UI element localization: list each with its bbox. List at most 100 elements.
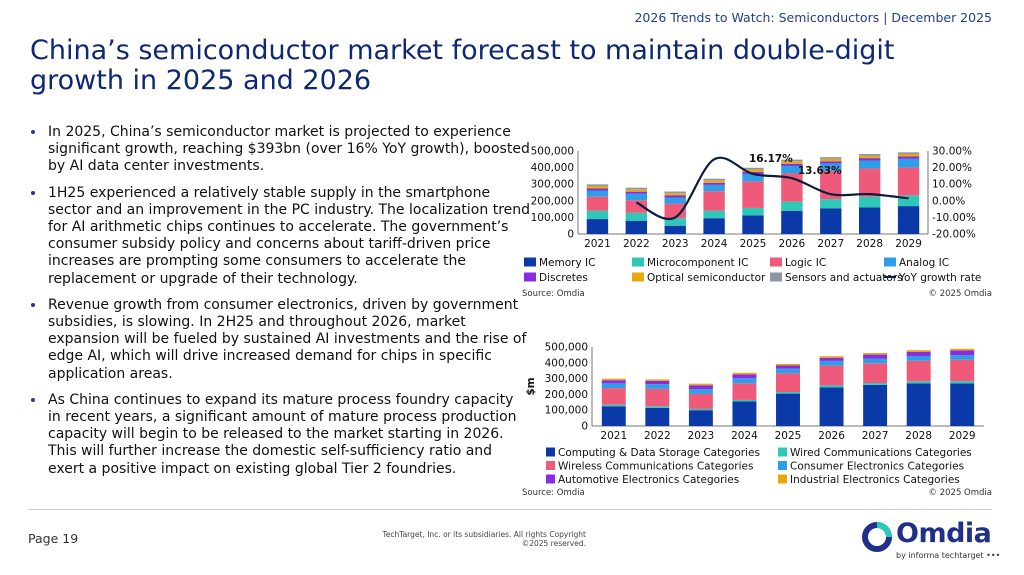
bar-segment [858,160,881,169]
x-tick-label: 2022 [623,238,650,250]
chart1-copyright: © 2025 Omdia [928,289,992,299]
bar-segment [645,380,670,385]
bar-segment [781,165,803,174]
legend-swatch [546,447,555,457]
bar-segment [819,385,844,388]
x-tick-label: 2023 [662,238,689,250]
x-tick-label: 2025 [740,238,767,250]
bar-segment [688,393,713,409]
application-categories-chart: 0 100,000 200,000 300,000 400,000 500,000 2021… [525,342,984,486]
bar-segment [863,353,888,355]
y-tick-label: 300,000 [545,373,588,385]
chart2-source: Source: Omdia [522,488,585,498]
bar-segment [820,157,842,159]
bar-segment [897,158,920,168]
y-tick-label: 300,000 [531,179,574,191]
bar-segment [906,360,931,382]
legend-label: Computing & Data Storage Categories [558,447,760,459]
bar-segment [688,408,713,411]
report-header: 2026 Trends to Watch: Semiconductors | D… [634,10,992,25]
bar-segment [819,387,844,426]
bullet-list: In 2025, China’s semiconductor market is… [28,124,530,487]
legend-label: Analog IC [899,257,949,269]
bar-segment [897,167,920,196]
omdia-logo-subtext: by informa techtarget ••• [896,551,1001,560]
y-tick-label: 400,000 [531,162,574,174]
bar-segment [664,225,686,234]
footer-copyright-note: TechTarget, Inc. or its subsidiaries. Al… [382,530,586,548]
x-tick-label: 2026 [818,430,845,442]
bar-segment [776,393,800,426]
chart2-copyright: © 2025 Omdia [928,488,992,498]
bar-segment [742,181,764,208]
y-tick-label: 0 [567,229,574,241]
bar-segment [863,354,888,359]
bar-segment [820,161,842,164]
bar-segment [897,156,920,159]
y2-tick-label: -20.00% [932,229,976,241]
bullet-item: In 2025, China’s semiconductor market is… [46,124,530,176]
bar-segment [819,365,844,386]
x-tick-label: 2021 [584,238,611,250]
bar-segment [645,406,670,408]
footer-divider [28,509,992,510]
bar-segment [897,195,920,207]
bar-segment [906,381,931,384]
bar-segment [950,348,975,351]
bar-segment [601,388,626,405]
bar-segment [863,358,888,364]
legend-label: Microcomponent IC [647,257,748,269]
bar-segment [742,173,764,182]
bar-segment [781,201,803,211]
legend-swatch [524,257,536,267]
bar-segment [601,378,626,381]
legend-swatch [770,257,782,267]
y-tick-label: 100,000 [545,405,588,417]
legend-swatch [632,272,644,282]
bar-segment [625,193,648,201]
bar-segment [601,406,626,426]
omdia-logo: Omdia by informa techtarget ••• [860,518,1010,566]
bar-segment [820,208,842,234]
bar-segment [858,168,881,197]
bar-segment [781,161,803,164]
y2-tick-label: 10.00% [932,179,972,191]
y-axis-label: $m [525,377,537,395]
bar-segment [688,383,713,386]
legend-label: Industrial Electronics Categories [790,474,960,486]
x-tick-label: 2026 [779,238,806,250]
data-label-2025: 16.17% [749,153,793,165]
x-tick-label: 2029 [949,430,976,442]
bar-segment [601,383,626,389]
legend-label: Wired Communications Categories [790,447,972,459]
x-tick-label: 2023 [688,430,715,442]
bar-segment [732,399,757,402]
bar-segment [819,357,844,361]
yoy-growth-line [635,156,909,221]
bar-segment [645,379,670,381]
bar-segment [586,188,609,191]
bar-segment [776,373,800,393]
bar-segment [664,193,686,196]
bar-segment [820,163,842,171]
bar-segment [742,167,764,170]
bar-segment [906,351,931,357]
bar-segment [645,384,670,389]
x-tick-label: 2024 [731,430,758,442]
bar-segment [625,187,648,190]
bar-segment [664,218,686,226]
y2-tick-label: 20.00% [932,162,972,174]
market-forecast-chart: 0 100,000 200,000 300,000 400,000 500,000 2021… [524,146,981,284]
slide-title: China’s semiconductor market forecast to… [30,35,895,96]
bar-segment [897,153,920,157]
legend-swatch [632,257,644,267]
bar-segment [625,220,648,234]
bar-segment [586,184,609,187]
bar-segment [776,363,800,366]
bar-segment [586,219,609,234]
bar-segment [625,191,648,194]
bar-segment [625,189,648,192]
bar-segment [950,381,975,384]
bar-segment [742,215,764,234]
bar-segment [897,152,920,154]
